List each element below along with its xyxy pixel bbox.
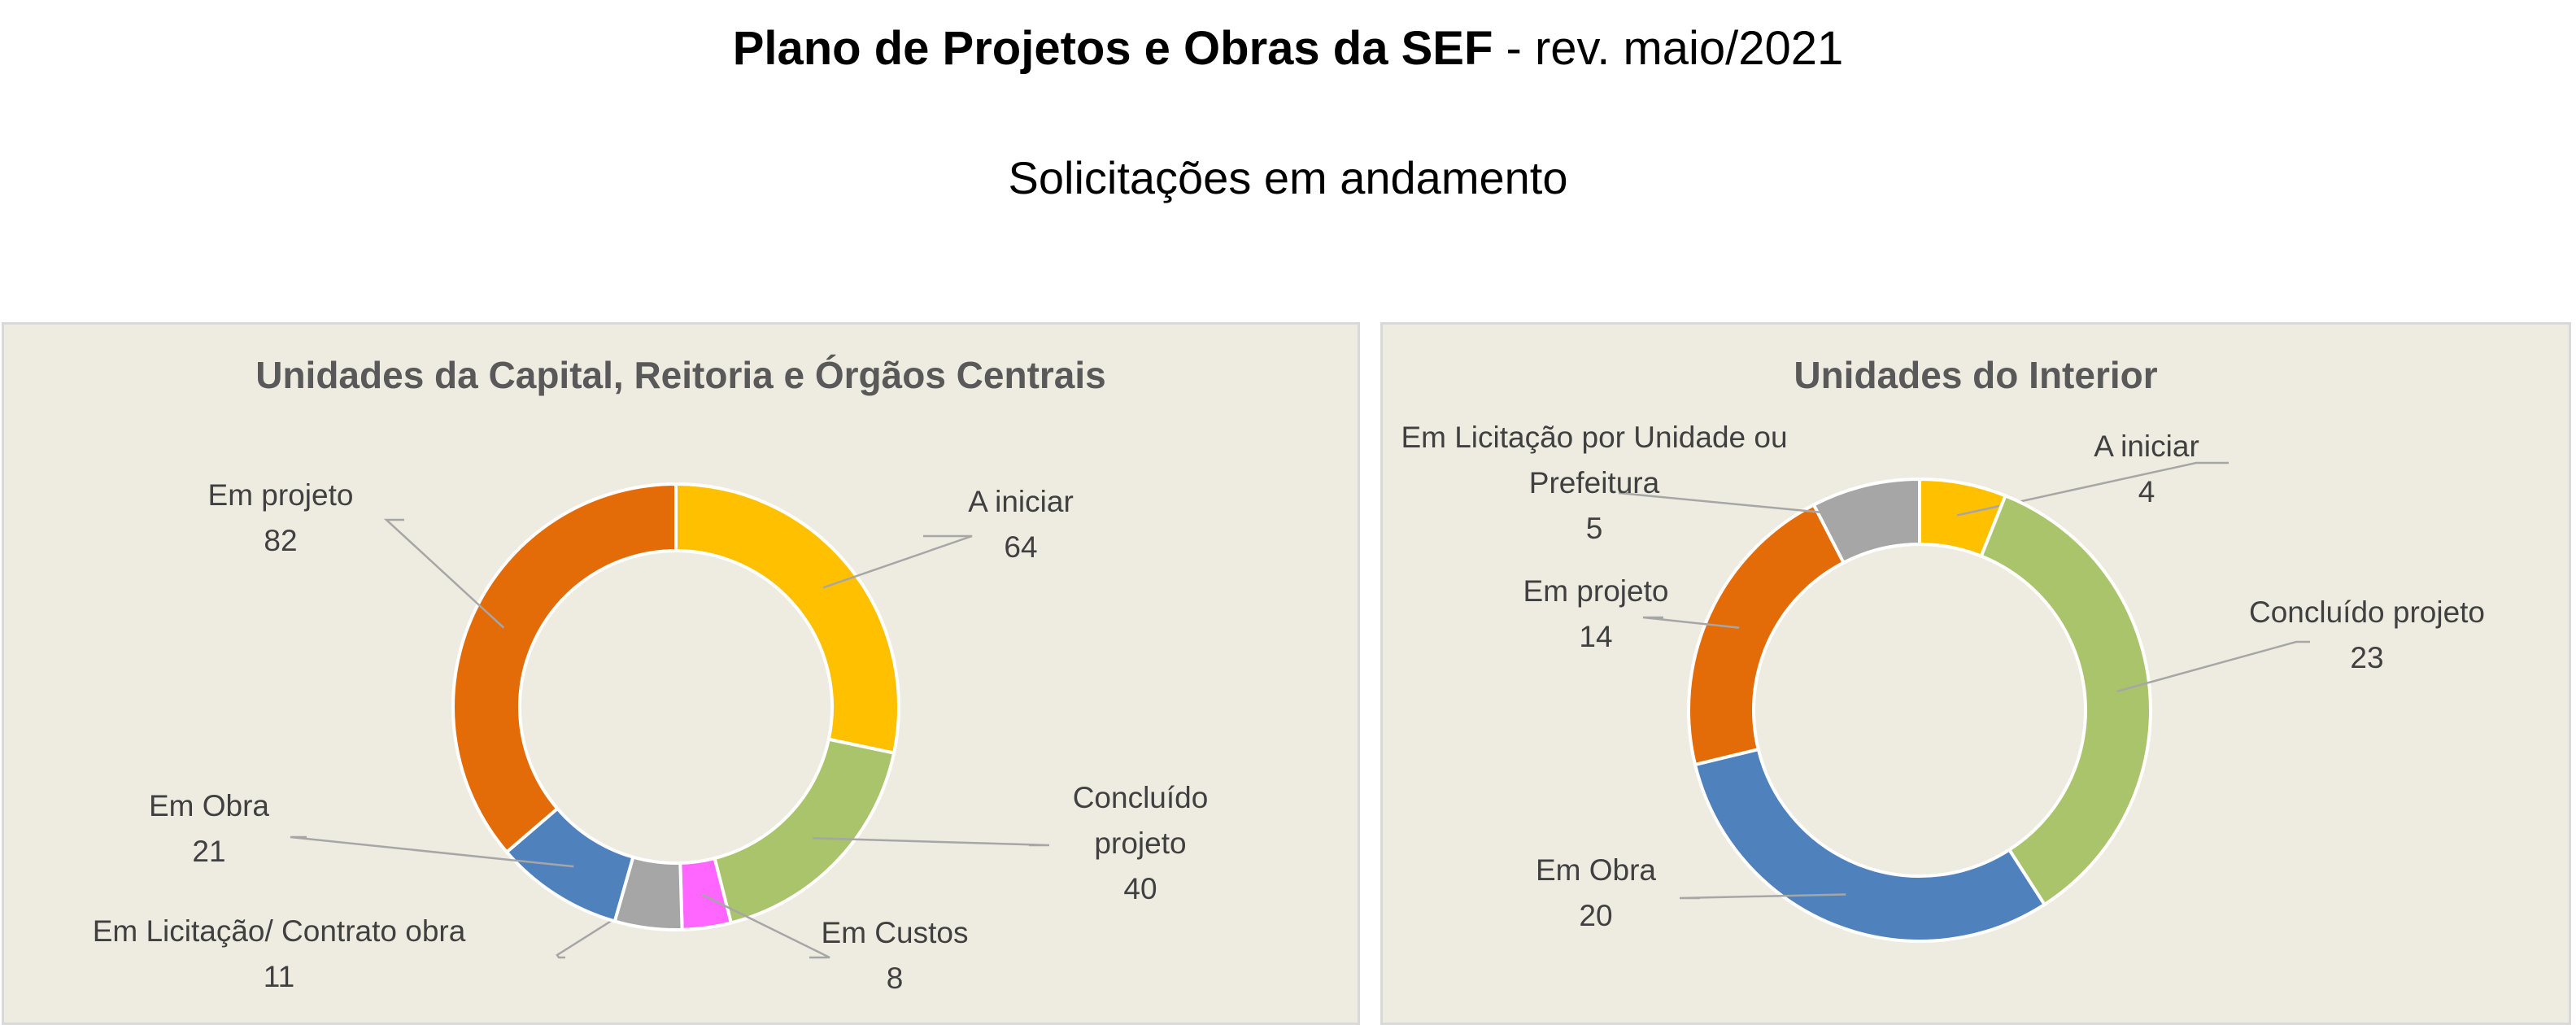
leader-line: [1956, 461, 2229, 517]
doughnut-slice: [1687, 502, 1846, 767]
slice-label: Em Custos: [822, 916, 969, 949]
slice-value: 40: [1123, 872, 1157, 905]
slice-label: Concluído: [1073, 781, 1209, 814]
doughnut-slice: [1693, 747, 2047, 943]
main-title-bold: Plano de Projetos e Obras da SEF: [732, 22, 1493, 75]
chart-panel-interior: Unidades do Interior A iniciar 4 Concluído…: [1380, 322, 2571, 1025]
leader-line: [1618, 491, 1873, 519]
doughnut-slice: [1811, 477, 1921, 565]
slice-value: 11: [264, 960, 294, 993]
leader-line: [383, 518, 505, 629]
leader-line: [1642, 616, 1740, 629]
slice-value: 23: [2350, 641, 2383, 674]
doughnut-slice: [1979, 493, 2152, 907]
leader-line: [1679, 893, 1846, 900]
subtitle: Solicitações em andamento: [1008, 152, 1568, 203]
slice-label: Em Obra: [149, 789, 269, 822]
main-title-rest: - rev. maio/2021: [1493, 22, 1844, 75]
slice-label: A iniciar: [2094, 430, 2199, 463]
slice-value: 4: [2138, 475, 2155, 508]
slice-label: Em Licitação por Unidade ou: [1401, 421, 1787, 454]
leader-line: [2116, 640, 2310, 693]
leader-line: [290, 835, 574, 868]
slice-label: Concluído projeto: [2249, 595, 2485, 629]
slice-value: 64: [1004, 530, 1037, 564]
leader-line: [822, 534, 973, 589]
slice-value: 20: [1579, 899, 1612, 932]
leader-line: [813, 837, 1050, 847]
main-title: Plano de Projetos e Obras da SEF - rev. …: [0, 21, 2576, 76]
chart-title: Unidades do Interior: [1794, 354, 2157, 396]
slice-value: 21: [192, 835, 225, 868]
slice-label: Em projeto: [1523, 574, 1669, 608]
slice-label: Em Licitação/ Contrato obra: [93, 914, 466, 948]
doughnut-slice: [451, 482, 678, 855]
slice-value: 82: [264, 524, 297, 557]
leader-line: [556, 894, 653, 959]
slice-value: 14: [1579, 620, 1612, 653]
chart-title: Unidades da Capital, Reitoria e Órgãos C…: [255, 354, 1106, 396]
leader-line: [701, 893, 830, 959]
doughnut-chart-capital: Unidades da Capital, Reitoria e Órgãos C…: [93, 354, 1209, 995]
slice-label: Em Obra: [1536, 853, 1656, 887]
chart-panel-capital: Unidades da Capital, Reitoria e Órgãos C…: [2, 322, 1360, 1025]
slice-label: Prefeitura: [1529, 466, 1660, 499]
doughnut-chart-interior: Unidades do Interior A iniciar 4 Concluído…: [1401, 354, 2485, 943]
slice-value: 5: [1586, 512, 1603, 545]
slice-label: Em projeto: [208, 478, 354, 512]
doughnut-slice: [713, 737, 896, 925]
slice-value: 8: [887, 962, 904, 995]
slice-label: projeto: [1094, 827, 1186, 860]
doughnut-slice: [674, 482, 900, 756]
slice-label: A iniciar: [968, 485, 1074, 518]
